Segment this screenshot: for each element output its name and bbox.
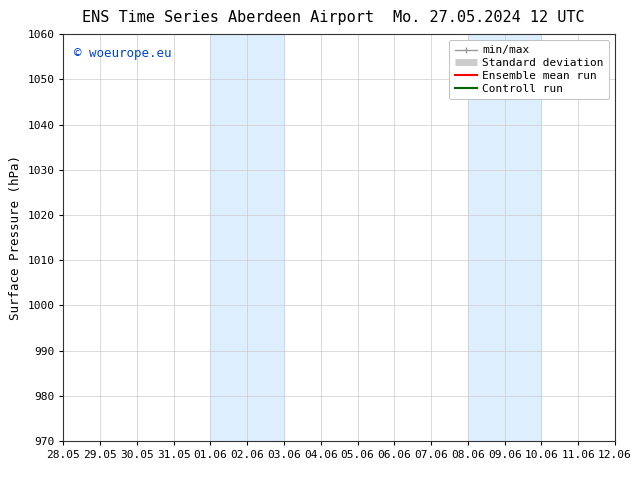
Bar [468,34,541,441]
Bar [210,34,284,441]
Y-axis label: Surface Pressure (hPa): Surface Pressure (hPa) [9,155,22,320]
Legend: min/max, Standard deviation, Ensemble mean run, Controll run: min/max, Standard deviation, Ensemble me… [449,40,609,99]
Text: © woeurope.eu: © woeurope.eu [74,47,172,59]
Text: Mo. 27.05.2024 12 UTC: Mo. 27.05.2024 12 UTC [393,10,585,25]
Text: ENS Time Series Aberdeen Airport: ENS Time Series Aberdeen Airport [82,10,375,25]
